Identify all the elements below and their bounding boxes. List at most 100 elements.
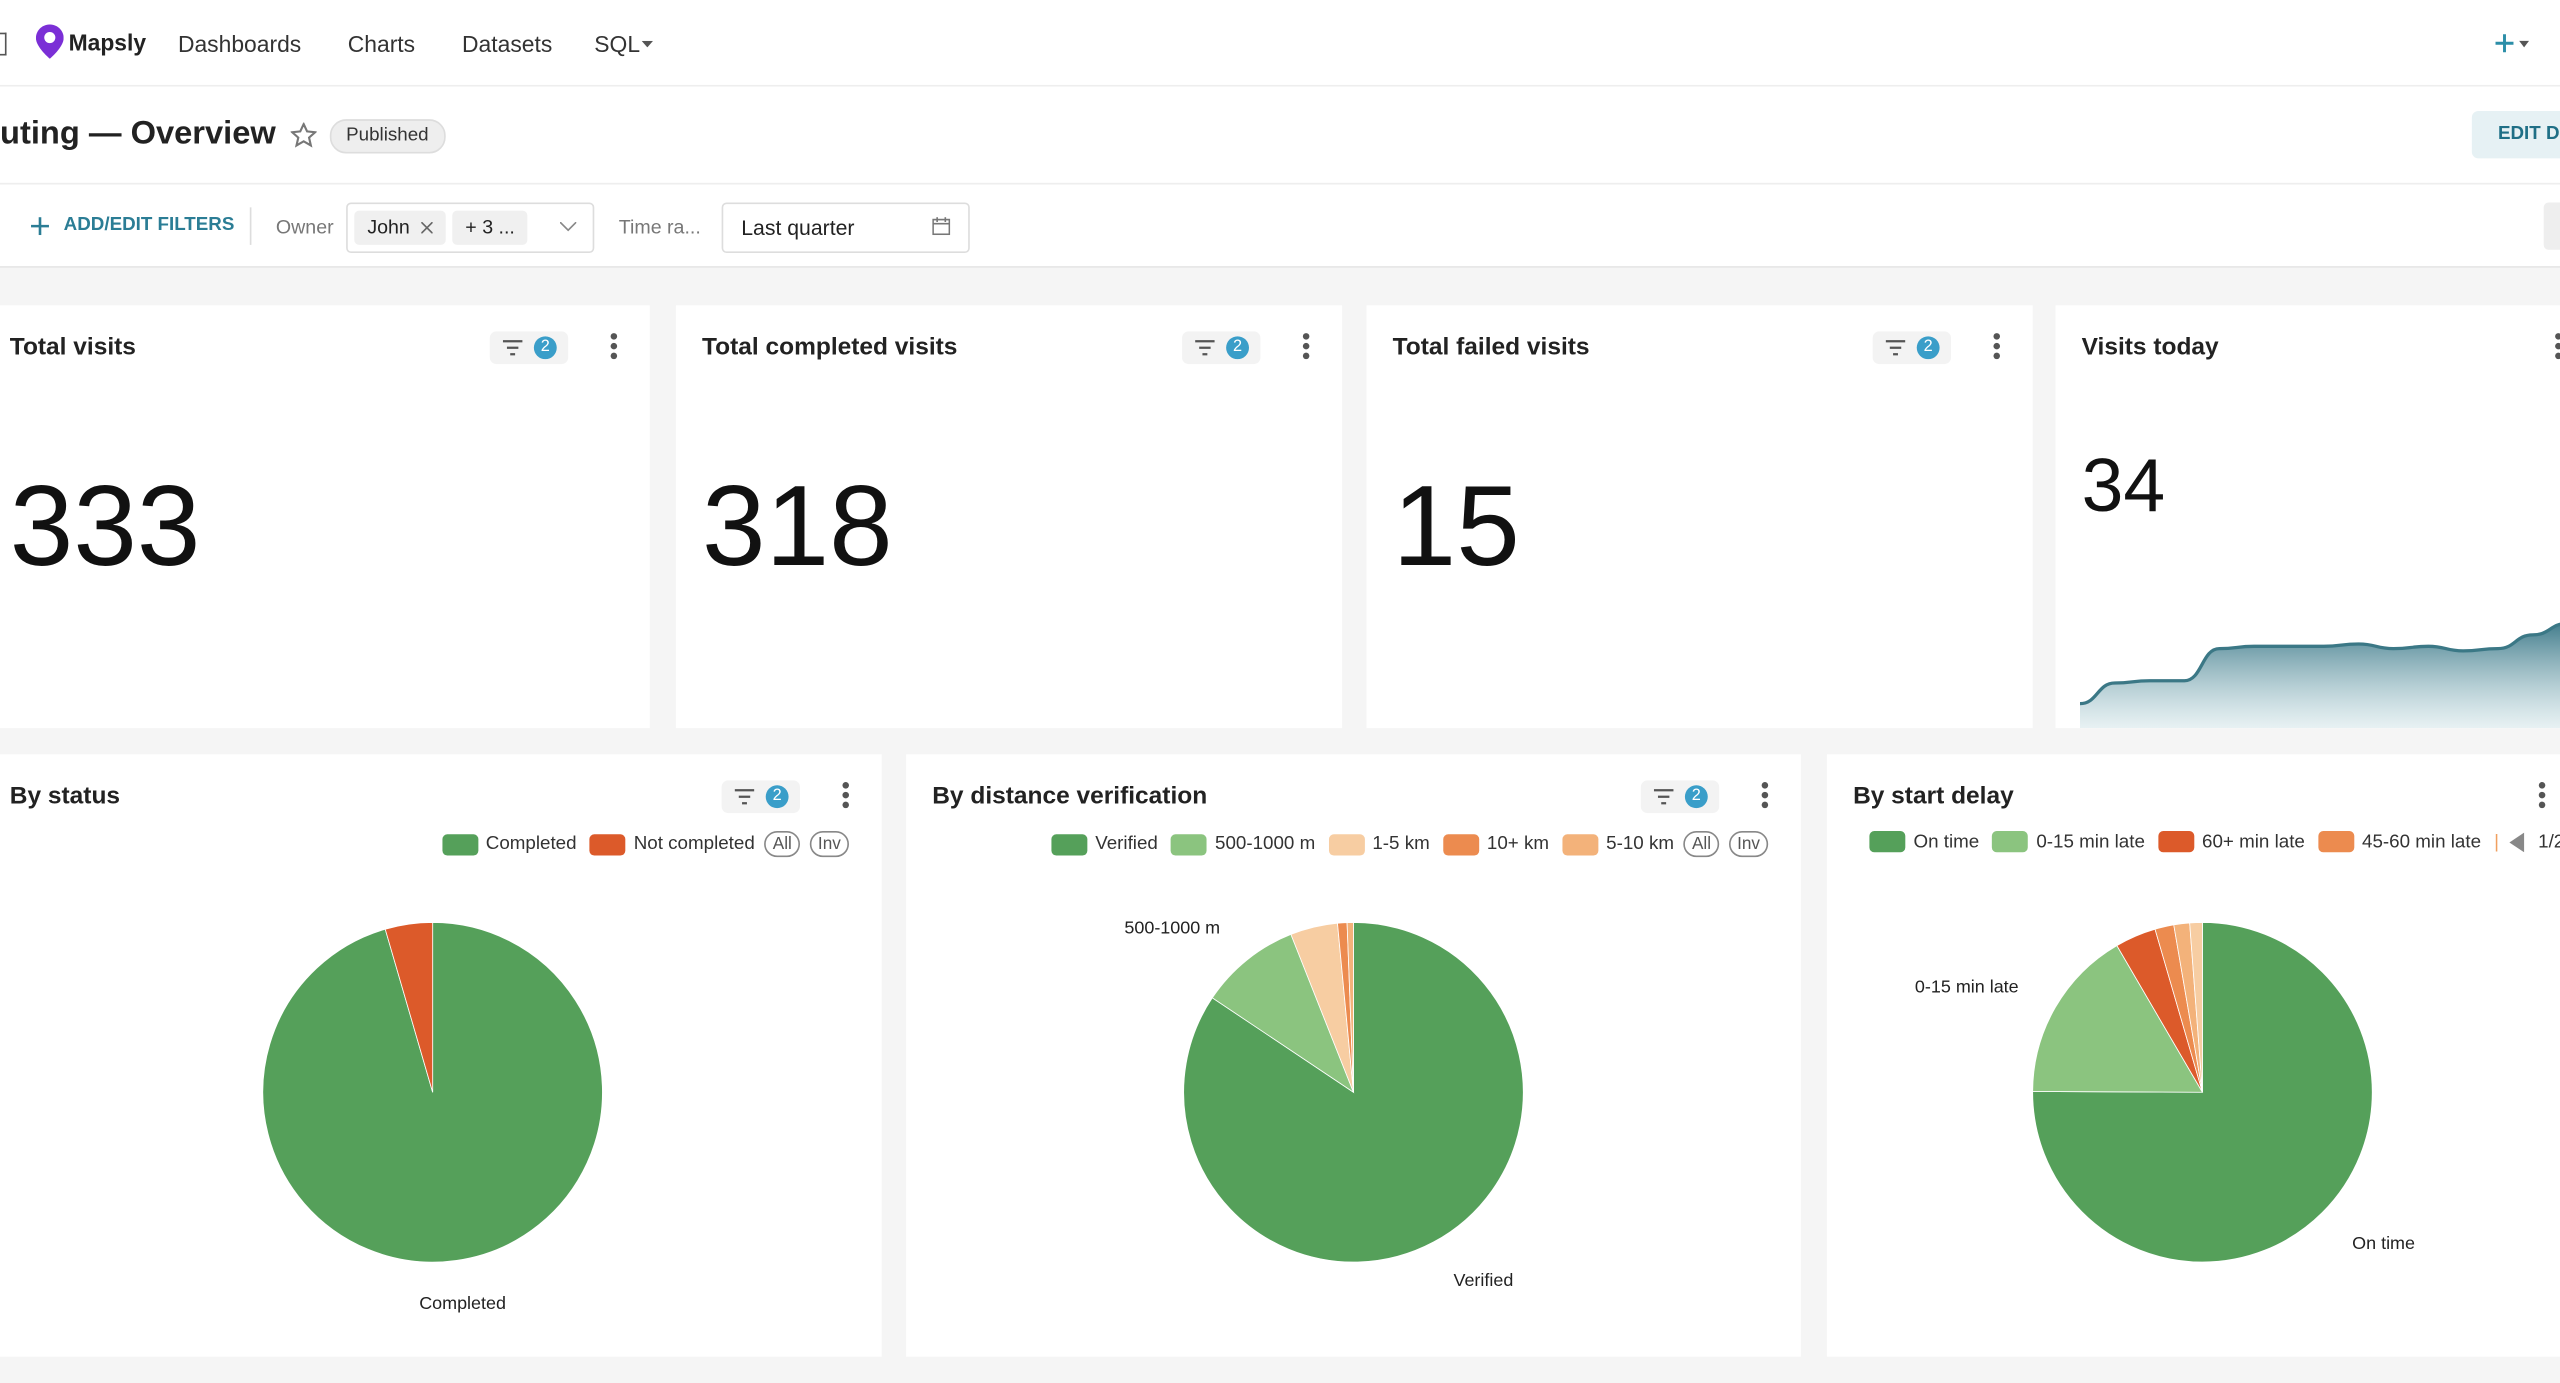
owner-select[interactable]: John + 3 ... [346,202,595,254]
pie-chart: Completed [262,922,603,1313]
menu-edge [0,32,7,56]
legend-label: 500-1000 m [1215,834,1316,854]
kpi-value: 34 [2081,442,2166,528]
favorite-star[interactable] [290,122,317,148]
more-menu[interactable] [1993,333,2000,362]
pie-card: By distance verification 2 Verified 500-100… [906,754,1801,1357]
legend-item[interactable]: 500-1000 m [1170,833,1316,855]
legend-label: 60+ min late [2202,831,2305,852]
legend: On time 0-15 min late 60+ min late 45-60 mi… [1856,831,2560,853]
pie-slice[interactable] [1346,922,1354,1093]
legend-label: 5-10 km [1606,834,1674,854]
more-menu[interactable] [1302,333,1310,362]
legend-button[interactable]: Inv [809,831,849,858]
legend-button[interactable]: All [764,831,800,858]
pie-slice[interactable] [2032,922,2373,1263]
more-menu[interactable] [842,782,849,811]
divider [249,207,252,245]
legend-button[interactable]: Inv [1728,831,1769,858]
legend-swatch [1328,833,1365,855]
pie-card: By start delay On time 0-15 min late 60+ mi… [1826,754,2560,1357]
nav-link[interactable]: Dashboards [177,31,302,58]
side-button[interactable] [2543,202,2560,250]
card-title: By status [9,782,121,810]
filter-icon-lines [1885,340,1906,356]
pager-prev[interactable] [2508,831,2525,852]
filter-icon-lines [1653,789,1674,805]
owner-more: + 3 ... [452,210,528,245]
legend-item[interactable]: Not completed [589,833,755,855]
sparkline-area [2080,624,2560,729]
legend-item[interactable]: 60+ min late [2157,831,2305,853]
top-bar: Mapsly Dashboards Charts Datasets SQL [0,0,2560,87]
filter-label: Time ra... [618,215,701,239]
legend-item[interactable]: 5-10 km [1562,833,1674,855]
pie-slice[interactable] [384,922,434,1093]
legend-label: 0-15 min late [2036,831,2145,852]
legend-item[interactable]: Verified [1051,833,1158,855]
legend-swatch [441,833,478,855]
filter-count: 2 [1916,336,1940,360]
filter-count: 2 [533,336,557,360]
legend-item[interactable]: 1-5 km [1328,833,1430,855]
legend-label: 1-5 km [1372,834,1430,854]
nav-link[interactable]: Charts [347,31,416,58]
chip-remove[interactable] [421,222,433,234]
filter-icon [734,789,755,805]
legend-swatch [1562,833,1598,855]
legend-swatch [1170,833,1207,855]
calendar-icon [932,217,951,236]
time-select[interactable]: Last quarter [721,202,970,254]
legend: Completed Not completed All Inv [0,831,849,858]
legend-item[interactable]: On time [1869,831,1979,853]
filter-badge[interactable]: 2 [1182,331,1261,365]
legend: Verified 500-1000 m 1-5 km 10+ km 5-10 km All… [906,831,1769,858]
legend-button[interactable]: All [1683,831,1720,858]
more-menu[interactable] [1761,782,1769,811]
filter-icon [1653,789,1674,805]
owner-chip: John [354,210,446,245]
filter-icon [1885,340,1906,356]
add-filters[interactable]: ADD/EDIT FILTERS [63,215,235,236]
filter-icon [502,340,523,356]
more-menu[interactable] [2555,333,2560,362]
legend-swatch [1992,831,2029,853]
pie-chart: On time 0-15 min late [1915,922,2415,1263]
kpi-card: Visits today 34 [2055,305,2560,729]
edit-button[interactable]: EDIT DA [2471,111,2560,159]
legend-label: Not completed [633,834,755,854]
pie-slice[interactable] [2189,922,2203,1093]
card-title: Visits today [2081,333,2219,361]
slice-label: On time [2352,1233,2415,1253]
pager-arrow [2508,831,2524,852]
more-menu[interactable] [610,333,618,362]
filter-badge[interactable]: 2 [1872,331,1952,365]
legend-swatch [2157,831,2194,853]
legend-item[interactable]: Completed [441,833,577,855]
add-menu[interactable] [2495,33,2531,54]
legend-item[interactable]: 0-15 min late [1992,831,2145,853]
filter-count: 2 [765,785,789,809]
nav-link[interactable]: Datasets [462,31,553,58]
legend-item[interactable]: 45-60 min late [2317,831,2481,853]
legend-label: Completed [485,834,577,854]
sparkline-line [2079,622,2560,706]
slice-label: 0-15 min late [1915,977,2019,997]
legend-swatch [2317,831,2354,853]
filter-icon-lines [1195,340,1215,356]
legend-item[interactable]: 10+ km [1442,833,1549,855]
more-menu[interactable] [2538,782,2546,811]
filter-label: Owner [275,215,334,239]
filter-badge[interactable]: 2 [1640,780,1720,814]
legend-label: Verified [1095,834,1158,854]
kpi-value: 15 [1392,462,1520,590]
legend-swatch [1051,833,1088,855]
pie-slice[interactable] [1211,933,1355,1094]
nav-link[interactable]: SQL [594,31,641,58]
filter-badge[interactable]: 2 [489,331,569,365]
filter-icon-lines [502,340,523,356]
title-bar: uting — Overview Published EDIT DA [0,86,2560,185]
filter-badge[interactable]: 2 [721,780,801,814]
pie-slice[interactable] [2032,945,2204,1093]
